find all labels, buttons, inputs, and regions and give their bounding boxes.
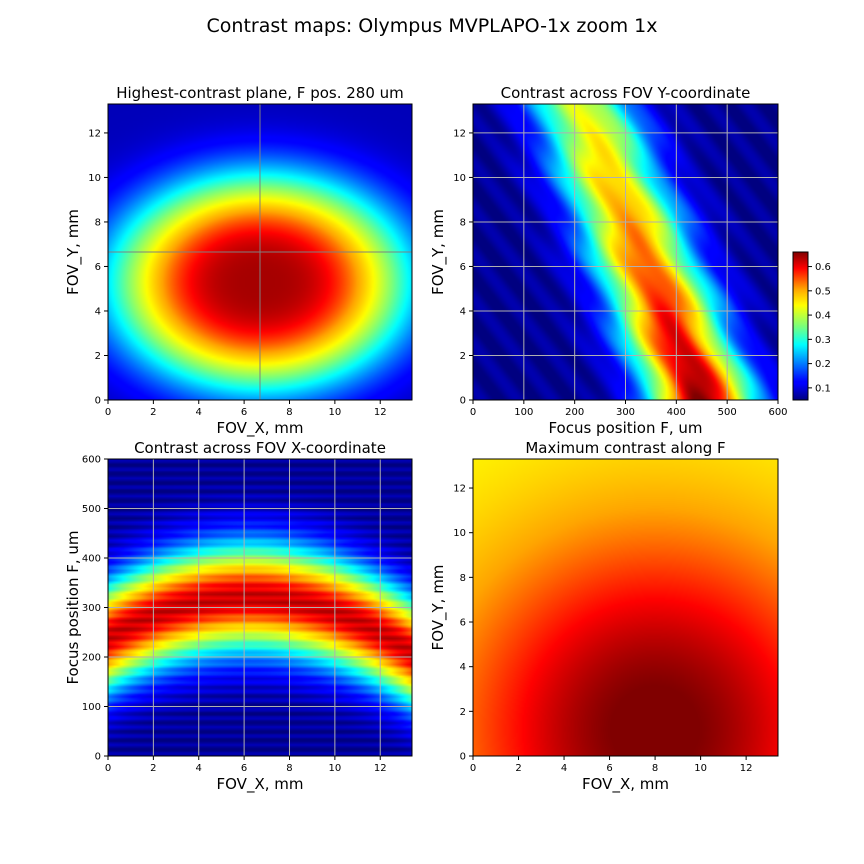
y-tick-label: 2	[460, 707, 466, 718]
y-tick-label: 2	[460, 351, 466, 362]
y-tick-label: 12	[453, 484, 466, 495]
panel-title: Contrast across FOV X-coordinate	[134, 439, 386, 457]
y-tick-label: 0	[460, 396, 466, 407]
y-tick-label: 0	[460, 752, 466, 763]
x-tick-label: 2	[515, 763, 521, 774]
colorbar: 0.1 0.2 0.3 0.4 0.5 0.6	[792, 251, 831, 401]
y-tick-label: 6	[460, 262, 466, 273]
x-tick-label: 10	[328, 407, 341, 418]
x-tick-label: 0	[105, 763, 111, 774]
x-tick-label: 0	[470, 407, 476, 418]
y-tick-label: 4	[460, 662, 466, 673]
y-tick-label: 4	[460, 306, 466, 317]
x-tick-label: 6	[606, 763, 612, 774]
y-tick-label: 500	[82, 504, 101, 515]
y-tick-label: 4	[95, 306, 101, 317]
x-tick-label: 4	[561, 763, 567, 774]
y-tick-label: 6	[95, 262, 101, 273]
colorbar-tick-label: 0.2	[815, 359, 831, 370]
x-tick-label: 6	[241, 407, 247, 418]
y-axis-label: FOV_Y, mm	[429, 209, 448, 295]
x-tick-label: 8	[286, 407, 292, 418]
x-tick-label: 500	[718, 407, 737, 418]
panel-title: Contrast across FOV Y-coordinate	[501, 84, 751, 102]
x-axis-label: Focus position F, um	[548, 419, 702, 437]
panel-title: Maximum contrast along F	[525, 439, 725, 457]
x-tick-label: 100	[514, 407, 533, 418]
y-tick-label: 8	[460, 573, 466, 584]
y-tick-label: 300	[82, 603, 101, 614]
colorbar-tick-label: 0.1	[815, 383, 831, 394]
y-tick-label: 8	[460, 217, 466, 228]
panel-p1: 0 2 4 6 8 10 12 0 2 4 6 8 10 12 Highest-contrast plane…	[64, 84, 413, 438]
y-tick-label: 200	[82, 653, 101, 664]
colorbar-tick-label: 0.3	[815, 335, 831, 346]
y-axis-label: FOV_Y, mm	[429, 565, 448, 651]
colorbar-gradient	[793, 252, 808, 400]
colorbar-tick-label: 0.5	[815, 286, 831, 297]
x-tick-label: 0	[470, 763, 476, 774]
y-tick-label: 12	[88, 128, 101, 139]
y-tick-label: 0	[95, 752, 101, 763]
x-axis-label: FOV_X, mm	[217, 419, 304, 438]
colorbar-tick-label: 0.4	[815, 311, 831, 322]
y-tick-label: 8	[95, 217, 101, 228]
x-axis-label: FOV_X, mm	[582, 775, 669, 794]
x-tick-label: 600	[768, 407, 787, 418]
y-axis-label: FOV_Y, mm	[64, 209, 83, 295]
x-tick-label: 12	[374, 763, 387, 774]
x-tick-label: 10	[328, 763, 341, 774]
y-axis-label: Focus position F, um	[64, 530, 82, 684]
x-tick-label: 6	[241, 763, 247, 774]
y-tick-label: 10	[453, 528, 466, 539]
y-tick-label: 100	[82, 702, 101, 713]
y-tick-label: 10	[453, 173, 466, 184]
figure-suptitle: Contrast maps: Olympus MVPLAPO-1x zoom 1…	[207, 15, 658, 37]
panels: 0 2 4 6 8 10 12 0 2 4 6 8 10 12 Highest-contrast plane…	[64, 84, 788, 794]
y-tick-label: 12	[453, 128, 466, 139]
x-axis-label: FOV_X, mm	[217, 775, 304, 794]
panel-p3: 0 2 4 6 8 10 12 0 100 200 300 400 500 600 Contrast acr…	[64, 439, 413, 794]
colorbar-frame	[792, 251, 809, 401]
x-tick-label: 4	[196, 407, 202, 418]
axes-frame	[107, 103, 413, 401]
x-tick-label: 12	[374, 407, 387, 418]
x-tick-label: 8	[652, 763, 658, 774]
panel-p4: 0 2 4 6 8 10 12 0 2 4 6 8 10 12 Maximum contrast along…	[429, 439, 779, 794]
x-tick-label: 4	[196, 763, 202, 774]
x-tick-label: 200	[565, 407, 584, 418]
y-tick-label: 6	[460, 618, 466, 629]
y-tick-label: 10	[88, 173, 101, 184]
colorbar-tick-label: 0.6	[815, 262, 831, 273]
y-tick-label: 600	[82, 455, 101, 466]
x-tick-label: 2	[150, 407, 156, 418]
x-tick-label: 10	[694, 763, 707, 774]
x-tick-label: 12	[740, 763, 753, 774]
y-tick-label: 0	[95, 396, 101, 407]
y-tick-label: 400	[82, 554, 101, 565]
x-tick-label: 0	[105, 407, 111, 418]
x-tick-label: 2	[150, 763, 156, 774]
axes-frame	[472, 458, 779, 757]
panel-title: Highest-contrast plane, F pos. 280 um	[116, 84, 404, 102]
y-tick-label: 2	[95, 351, 101, 362]
x-tick-label: 300	[616, 407, 635, 418]
x-tick-label: 8	[286, 763, 292, 774]
x-tick-label: 400	[667, 407, 686, 418]
heatmap-image	[473, 459, 778, 756]
panel-p2: 0 100 200 300 400 500 600 0 2 4 6 8 10 12 Contrast acr…	[429, 84, 788, 437]
